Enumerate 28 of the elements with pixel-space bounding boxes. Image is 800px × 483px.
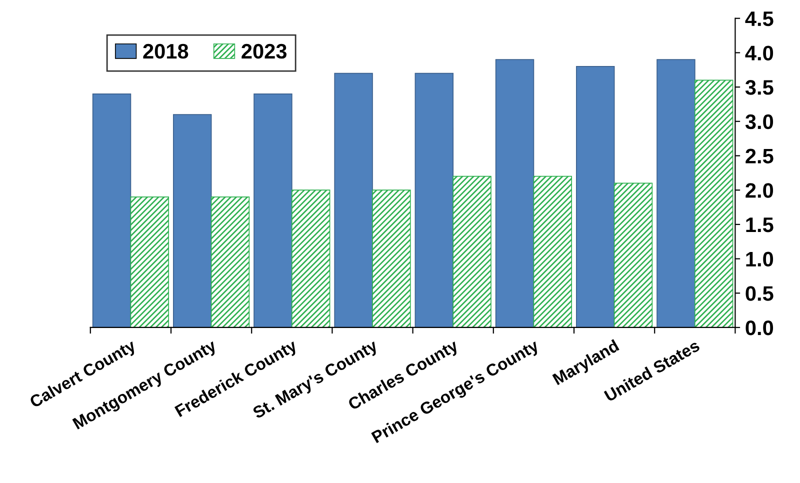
legend-label: 2018 <box>143 44 188 59</box>
y-tick-label: 2.5 <box>746 148 774 164</box>
y-tick-label: 3.5 <box>745 80 774 95</box>
bar <box>614 182 653 328</box>
y-tick-label: 1.5 <box>746 218 774 232</box>
y-tick-label: 1.0 <box>746 252 774 267</box>
bar <box>173 114 212 328</box>
bar <box>254 93 292 328</box>
bar <box>334 72 373 328</box>
y-tick-label: 0.5 <box>746 286 774 301</box>
bar <box>414 72 454 328</box>
bar <box>576 66 615 328</box>
bar <box>291 190 330 328</box>
y-tick-label: 3.0 <box>745 114 774 130</box>
bar <box>372 190 411 328</box>
bar <box>495 59 534 328</box>
bar <box>210 196 250 328</box>
y-tick-label: 0.0 <box>746 320 774 336</box>
bar <box>533 176 572 328</box>
y-tick-label: 2.0 <box>746 183 774 198</box>
bar <box>656 59 696 328</box>
bar <box>694 80 734 328</box>
bar <box>130 196 169 328</box>
bar <box>92 93 132 328</box>
legend-label: 2023 <box>242 44 286 59</box>
y-tick-label: 4.0 <box>745 46 774 60</box>
y-tick-label: 4.5 <box>745 12 774 26</box>
bar <box>452 176 492 328</box>
